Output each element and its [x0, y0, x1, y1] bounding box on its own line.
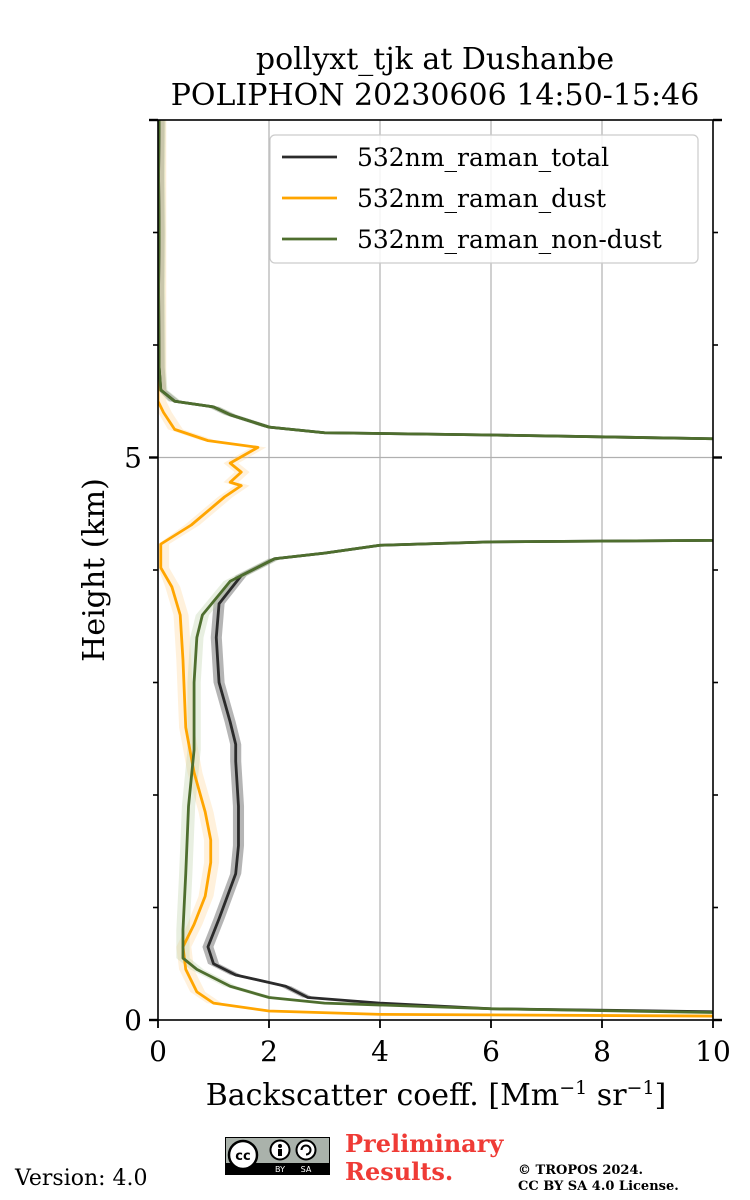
x-tick-label: 2: [260, 1035, 278, 1068]
legend-label: 532nm_raman_dust: [357, 184, 606, 213]
grid-lines: [158, 120, 713, 1020]
legend-label: 532nm_raman_total: [357, 143, 609, 172]
copyright-line-2: CC BY SA 4.0 License.: [518, 1179, 679, 1194]
y-tick-label: 5: [124, 442, 142, 475]
version-label: Version: 4.0: [15, 1166, 148, 1191]
uncertainty-bands: [158, 120, 713, 1017]
svg-text:SA: SA: [301, 1165, 312, 1174]
axis-ticks: 0 2 4 6 8 10 0 5: [124, 118, 731, 1068]
series-lines: [158, 120, 713, 1018]
preliminary-line-2: Results.: [345, 1157, 454, 1186]
svg-text:cc: cc: [235, 1149, 250, 1164]
legend: 532nm_raman_total 532nm_raman_dust 532nm_r…: [269, 134, 699, 264]
uncertainty-band: [158, 120, 713, 1012]
series-line: [158, 120, 713, 1018]
copyright-notice: © TROPOS 2024. CC BY SA 4.0 License.: [518, 1163, 679, 1195]
preliminary-line-1: Preliminary: [345, 1129, 504, 1158]
y-tick-label: 0: [124, 1004, 142, 1037]
chart-subtitle: POLIPHON 20230606 14:50-15:46: [170, 78, 700, 113]
svg-text:BY: BY: [275, 1165, 285, 1174]
x-tick-label: 6: [482, 1035, 500, 1068]
cc-by-sa-icon: cc BY SA: [225, 1137, 330, 1175]
x-tick-label: 4: [371, 1035, 389, 1068]
copyright-line-1: © TROPOS 2024.: [518, 1163, 644, 1178]
legend-box: [269, 134, 699, 264]
series-line: [158, 120, 713, 1014]
y-axis-label: Height (km): [77, 478, 112, 662]
legend-label: 532nm_raman_non-dust: [357, 225, 662, 254]
x-tick-label: 8: [593, 1035, 611, 1068]
chart-title: pollyxt_tjk at Dushanbe: [255, 42, 615, 77]
preliminary-notice: Preliminary Results.: [345, 1130, 503, 1186]
backscatter-chart: 0 2 4 6 8 10 0 5 532nm_raman_total 532nm_raman_d…: [77, 118, 731, 1113]
x-tick-label: 0: [149, 1035, 167, 1068]
x-axis-label: Backscatter coeff. [Mm−1 sr−1]: [206, 1077, 667, 1113]
x-tick-label: 10: [695, 1035, 731, 1068]
